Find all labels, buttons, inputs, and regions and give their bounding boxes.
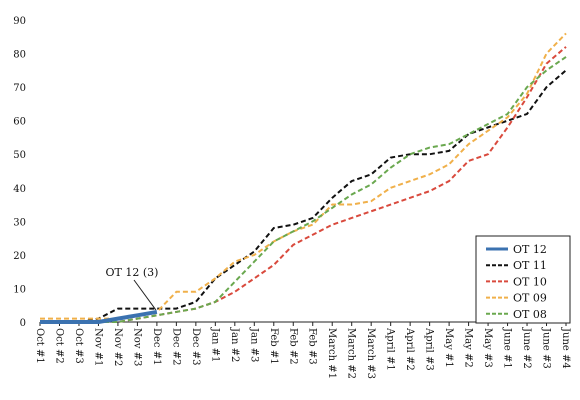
y-tick-label: 10 (13, 284, 26, 295)
x-tick-label: March #2 (346, 328, 357, 379)
series-layer (40, 32, 567, 324)
y-tick-label: 80 (13, 50, 26, 61)
series-line-ot-12 (40, 309, 158, 324)
series-line-ot-10 (40, 46, 567, 323)
x-tick-label: June #2 (521, 327, 532, 369)
y-tick-label: 90 (13, 16, 26, 27)
x-tick-label: April #1 (385, 327, 396, 371)
x-tick-label: Nov #1 (92, 328, 103, 366)
x-tick-label: Jan #3 (248, 327, 259, 362)
x-tick-label: June #3 (541, 327, 552, 369)
y-tick-label: 70 (13, 83, 26, 94)
x-tick-label: March #1 (326, 328, 337, 379)
y-tick-label: 40 (13, 184, 26, 195)
y-axis-ticks: 0 10 20 30 40 50 60 70 80 90 (13, 16, 26, 329)
legend: OT 12 OT 11 OT 10 OT 09 OT 08 (475, 235, 571, 324)
annotation-layer: OT 12 (3) (106, 266, 159, 311)
legend-label: OT 10 (513, 275, 547, 288)
x-tick-label: Feb #1 (268, 328, 279, 365)
x-tick-label: June #1 (502, 327, 513, 369)
y-tick-label: 60 (13, 117, 26, 128)
legend-label: OT 11 (513, 259, 547, 272)
series-line-ot-09 (40, 32, 567, 320)
x-tick-label: Nov #2 (112, 328, 123, 366)
x-tick-label: Oct #2 (53, 328, 64, 364)
x-tick-label: Dec #1 (151, 328, 162, 365)
y-tick-label: 20 (13, 251, 26, 262)
x-tick-label: Nov #3 (131, 328, 142, 366)
y-tick-label: 30 (13, 217, 26, 228)
x-tick-label: Oct #1 (34, 328, 45, 364)
series-line-ot-08 (40, 56, 567, 323)
annotation-label: OT 12 (3) (106, 266, 159, 279)
x-tick-label: June #4 (560, 327, 571, 369)
legend-label: OT 08 (513, 308, 547, 321)
x-tick-label: Dec #3 (190, 328, 201, 365)
x-tick-label: Jan #1 (209, 327, 220, 362)
legend-label: OT 12 (513, 243, 547, 256)
y-tick-label: 0 (20, 318, 26, 329)
x-tick-label: Oct #3 (73, 328, 84, 364)
series-line-ot-11 (40, 69, 567, 323)
x-tick-label: Jan #2 (229, 327, 240, 362)
legend-label: OT 09 (513, 292, 547, 305)
x-tick-label: Dec #2 (170, 328, 181, 365)
x-tick-label: May #3 (482, 328, 493, 368)
x-tick-label: May #1 (443, 328, 454, 368)
annotation-leader-line (133, 279, 157, 311)
x-axis-ticks: Oct #1 Oct #2 Oct #3 Nov #1 Nov #2 Nov #3 Dec … (34, 322, 571, 379)
y-tick-label: 50 (13, 150, 26, 161)
x-tick-label: May #2 (463, 328, 474, 368)
x-tick-label: April #3 (424, 327, 435, 371)
x-tick-label: March #3 (365, 328, 376, 379)
x-tick-label: April #2 (404, 327, 415, 371)
x-tick-label: Feb #3 (307, 328, 318, 365)
x-tick-label: Feb #2 (287, 328, 298, 365)
